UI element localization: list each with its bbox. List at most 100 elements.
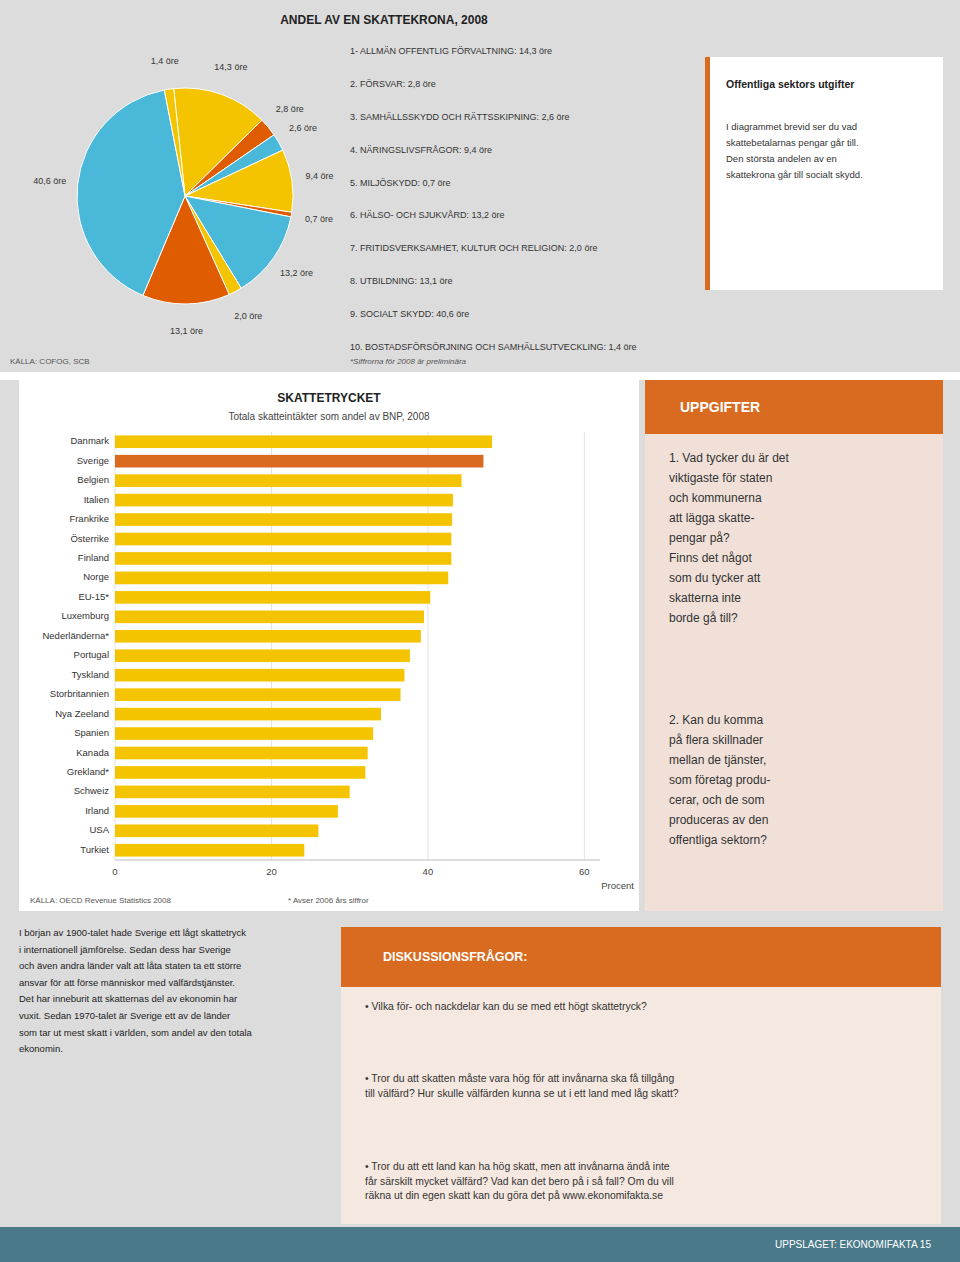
- footer-text: UPPSLAGET: EKONOMIFAKTA 15: [775, 1239, 931, 1250]
- discussion-item: • Vilka för- och nackdelar kan du se med…: [365, 1001, 647, 1012]
- tasks-header: [645, 380, 943, 434]
- tick-label: 40: [423, 866, 434, 877]
- info-box-text: skattekrona går till socialt skydd.: [726, 169, 863, 180]
- category-label: Sverige: [77, 455, 109, 466]
- info-box-text: skattebetalarnas pengar går till.: [726, 137, 859, 148]
- text-line: på flera skillnader: [669, 733, 763, 747]
- note: *Siffrorna för 2008 är preliminära: [350, 357, 467, 366]
- tasks-title: UPPGIFTER: [680, 399, 760, 415]
- bar: [115, 688, 401, 701]
- bar-subtitle: Totala skatteintäkter som andel av BNP, …: [228, 411, 429, 422]
- text-line: produceras av den: [669, 813, 768, 827]
- data-label: 2,6 öre: [289, 123, 317, 133]
- text-line: till välfärd? Hur skulle välfärden kunna…: [365, 1088, 679, 1099]
- data-label: 14,3 öre: [214, 62, 247, 72]
- data-label: 2,0 öre: [234, 311, 262, 321]
- bar: [115, 766, 365, 779]
- category-label: Finland: [78, 552, 109, 563]
- text-line: som tar ut mest skatt i världen, som and…: [19, 1027, 253, 1038]
- text-line: borde gå till?: [669, 611, 738, 625]
- category-label: Danmark: [70, 435, 109, 446]
- text-line: och även andra länder valt att låta stat…: [19, 960, 241, 971]
- bar: [115, 435, 492, 448]
- text-line: pengar på?: [669, 531, 730, 545]
- grid-line: [584, 432, 585, 860]
- bar: [115, 824, 318, 837]
- tick-label: 20: [266, 866, 277, 877]
- data-label: 13,2 öre: [280, 268, 313, 278]
- legend-entry: 8. UTBILDNING: 13,1 öre: [350, 276, 453, 286]
- info-box-text: Den största andelen av en: [726, 153, 837, 164]
- bar: [115, 572, 448, 585]
- bar: [115, 786, 350, 799]
- data-label: 40,6 öre: [33, 176, 66, 186]
- text-line: ansvar för att förse människor med välfä…: [19, 977, 235, 988]
- note: * Avser 2006 års siffror: [288, 896, 369, 905]
- bar: [115, 630, 421, 643]
- axis-label: Procent: [601, 880, 634, 891]
- category-label: Luxemburg: [61, 610, 109, 621]
- data-label: 13,1 öre: [170, 326, 203, 336]
- pie-slice: [77, 90, 185, 295]
- footer: [0, 1227, 960, 1262]
- text-line: räkna ut din egen skatt kan du göra det …: [365, 1190, 663, 1201]
- text-line: 1. Vad tycker du är det: [669, 451, 790, 465]
- tasks-text: 2. Kan du kommapå flera skillnadermellan…: [669, 713, 770, 847]
- category-label: EU-15*: [78, 591, 109, 602]
- bar: [115, 610, 424, 623]
- legend-entry: 10. BOSTADSFÖRSÖRJNING OCH SAMHÄLLSUTVEC…: [350, 342, 636, 352]
- legend-entry: 7. FRITIDSVERKSAMHET, KULTUR OCH RELIGIO…: [350, 243, 597, 253]
- bar: [115, 533, 451, 546]
- text-line: • Tror du att ett land kan ha hög skatt,…: [365, 1161, 670, 1172]
- discussion-title: DISKUSSIONSFRÅGOR:: [383, 949, 527, 964]
- category-label: Storbritannien: [50, 688, 109, 699]
- tasks-text: 1. Vad tycker du är det viktigaste för st…: [669, 451, 790, 625]
- text-line: 2. Kan du komma: [669, 713, 763, 727]
- category-label: Nya Zeeland: [55, 708, 109, 719]
- data-label: 1,4 öre: [151, 56, 179, 66]
- legend-entry: 5. MILJÖSKYDD: 0,7 öre: [350, 178, 451, 188]
- text-line: i internationell jämförelse. Sedan dess …: [19, 944, 231, 955]
- bar: [115, 552, 451, 565]
- page-background: [0, 0, 960, 1262]
- discussion-item: • Tror du att ett land kan ha hög skatt,…: [365, 1161, 674, 1201]
- bar: [115, 474, 462, 487]
- text-line: Finns det något: [669, 551, 752, 565]
- info-box-text: I diagrammet brevid ser du vad: [726, 121, 857, 132]
- category-label: Spanien: [74, 727, 109, 738]
- category-label: Frankrike: [69, 513, 109, 524]
- legend-entry: 2. FÖRSVAR: 2,8 öre: [350, 79, 436, 89]
- text-line: ekonomin.: [19, 1043, 63, 1054]
- category-label: Turkiet: [80, 844, 109, 855]
- bar: [115, 747, 368, 760]
- discussion-item: • Tror du att skatten måste vara hög för…: [365, 1073, 679, 1099]
- bar: [115, 591, 430, 604]
- category-label: Tyskland: [72, 669, 110, 680]
- pie-title: ANDEL AV EN SKATTEKRONA, 2008: [280, 13, 488, 27]
- legend-entry: 9. SOCIALT SKYDD: 40,6 öre: [350, 309, 469, 319]
- text-line: viktigaste för staten: [669, 471, 772, 485]
- bar-panel: [19, 380, 639, 911]
- info-box-border: [705, 57, 710, 290]
- category-label: Belgien: [77, 474, 109, 485]
- data-label: 0,7 öre: [305, 214, 333, 224]
- x-axis-line: [115, 860, 600, 861]
- page: ANDEL AV EN SKATTEKRONA, 2008 14,3 öre2,8…: [0, 0, 960, 1262]
- text-line: får särskilt mycket välfärd? Vad kan det…: [365, 1176, 674, 1187]
- info-box: [705, 57, 943, 290]
- text-line: som du tycker att: [669, 571, 761, 585]
- body-text: I början av 1900-talet hade Sverige ett …: [19, 927, 253, 1054]
- separator: [0, 372, 960, 380]
- legend-entry: 3. SAMHÄLLSSKYDD OCH RÄTTSSKIPNING: 2,6 …: [350, 112, 570, 122]
- category-label: Schweiz: [74, 785, 110, 796]
- legend-entry: 1- ALLMÄN OFFENTLIG FÖRVALTNING: 14,3 ör…: [350, 46, 552, 56]
- pie-labels: 14,3 öre2,8 öre2,6 öre9,4 öre0,7 öre13,2…: [33, 56, 333, 336]
- text-line: I början av 1900-talet hade Sverige ett …: [19, 927, 246, 938]
- text-line: och kommunerna: [669, 491, 762, 505]
- text-line: som företag produ-: [669, 773, 770, 787]
- text-line: Det har inneburit att skatternas del av …: [19, 993, 237, 1004]
- bar: [115, 669, 404, 682]
- info-box-title: Offentliga sektors utgifter: [726, 78, 854, 90]
- bar: [115, 455, 483, 468]
- grid: [115, 432, 584, 860]
